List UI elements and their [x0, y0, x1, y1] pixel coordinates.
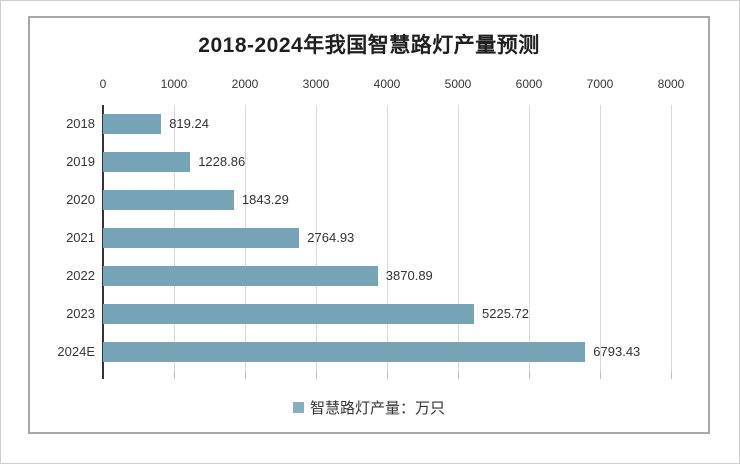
bar [103, 228, 300, 248]
bar [103, 114, 162, 134]
axis-tick-mark [458, 371, 459, 379]
value-label: 5225.72 [482, 306, 529, 321]
axis-tick-mark [174, 371, 175, 379]
x-axis-tick-label: 4000 [373, 77, 401, 91]
x-axis-tick-label: 6000 [515, 77, 543, 91]
x-axis-tick-label: 5000 [444, 77, 472, 91]
x-axis-tick-label: 2000 [231, 77, 259, 91]
x-axis-tick-label: 1000 [160, 77, 188, 91]
axis-tick-mark [600, 371, 601, 379]
x-axis-tick-label: 7000 [586, 77, 614, 91]
legend: 智慧路灯产量：万只 [28, 397, 710, 418]
category-label: 2022 [66, 268, 95, 283]
gridline [387, 105, 388, 371]
x-axis-tick-label: 3000 [302, 77, 330, 91]
axis-tick-mark [387, 371, 388, 379]
chart-frame [28, 16, 710, 434]
category-label: 2018 [66, 116, 95, 131]
category-label: 2021 [66, 230, 95, 245]
value-label: 1843.29 [241, 192, 289, 207]
bar [103, 304, 474, 324]
category-label: 2024E [57, 344, 95, 359]
value-label: 6793.43 [593, 344, 641, 359]
x-axis-tick-label: 0 [99, 77, 107, 91]
gridline [316, 105, 317, 371]
bar [103, 190, 234, 210]
bar [103, 342, 586, 362]
axis-tick-mark [316, 371, 317, 379]
legend-marker-icon [292, 402, 304, 413]
gridline [600, 105, 601, 371]
bar [103, 152, 191, 172]
legend-label: 智慧路灯产量：万只 [309, 400, 445, 417]
bar [103, 266, 378, 286]
category-label: 2019 [66, 154, 95, 169]
value-label: 819.24 [169, 116, 209, 131]
category-label: 2020 [66, 192, 95, 207]
axis-tick-mark [529, 371, 530, 379]
axis-tick-mark [671, 371, 672, 379]
value-label: 2764.93 [307, 230, 355, 245]
value-label: 1228.86 [198, 154, 246, 169]
gridline [458, 105, 459, 371]
gridline [671, 105, 672, 371]
category-label: 2023 [66, 306, 95, 321]
value-label: 3870.89 [385, 268, 433, 283]
gridline [529, 105, 530, 371]
chart-title: 2018-2024年我国智慧路灯产量预测 [198, 34, 540, 57]
axis-tick-mark [245, 371, 246, 379]
x-axis-tick-label: 8000 [657, 77, 685, 91]
